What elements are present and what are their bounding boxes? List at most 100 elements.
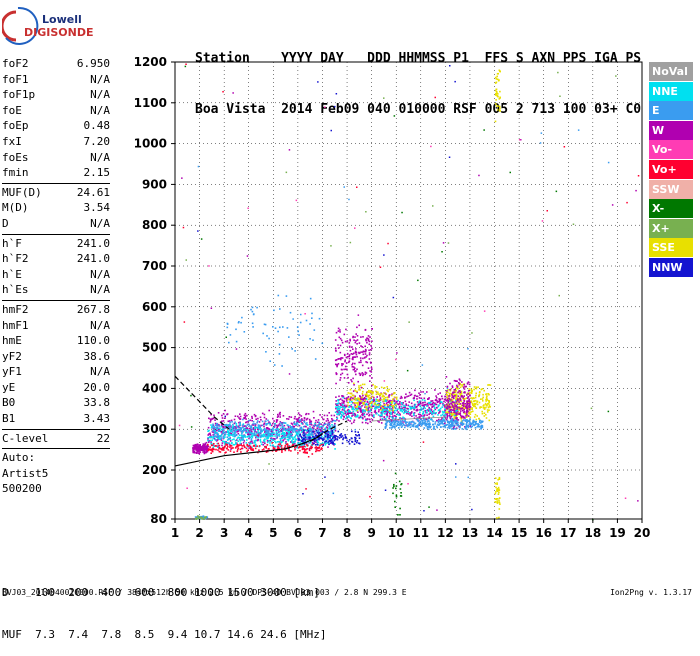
- echo-point: [419, 405, 421, 407]
- echo-point: [286, 418, 288, 420]
- echo-point: [400, 421, 402, 423]
- echo-point: [453, 408, 455, 410]
- echo-point: [245, 425, 247, 428]
- echo-point: [401, 425, 404, 427]
- x-tick-label: 12: [437, 526, 454, 540]
- echo-point: [487, 393, 490, 395]
- echo-point: [252, 448, 254, 450]
- echo-point: [336, 406, 338, 408]
- echo-point: [489, 406, 491, 408]
- echo-point: [395, 416, 397, 418]
- echo-point: [351, 366, 354, 368]
- echo-point: [292, 438, 295, 440]
- echo-point: [485, 393, 488, 395]
- echo-point: [341, 395, 344, 398]
- echo-point: [383, 400, 385, 402]
- echo-point: [386, 408, 388, 410]
- echo-point: [478, 425, 480, 428]
- echo-point: [340, 416, 342, 418]
- echo-point: [454, 401, 456, 404]
- echo-point: [243, 435, 245, 438]
- echo-point: [341, 415, 343, 417]
- echo-point: [290, 450, 292, 452]
- echo-point: [296, 420, 299, 422]
- echo-point: [197, 515, 199, 517]
- echo-point: [324, 442, 327, 445]
- echo-point: [333, 428, 335, 431]
- echo-point: [352, 356, 354, 359]
- echo-point: [338, 420, 340, 422]
- echo-point: [335, 382, 337, 385]
- echo-point: [232, 423, 234, 426]
- echo-point: [199, 446, 201, 448]
- echo-point: [306, 444, 308, 446]
- noise-point: [446, 387, 449, 390]
- echo-point: [498, 98, 501, 100]
- echo-point: [230, 430, 232, 433]
- echo-point: [339, 398, 342, 400]
- echo-point: [282, 439, 285, 441]
- echo-point: [430, 411, 433, 413]
- echo-point: [341, 408, 344, 411]
- echo-point: [467, 405, 469, 407]
- echo-point: [195, 449, 197, 451]
- echo-point: [297, 437, 299, 440]
- plot-frame: [174, 61, 643, 520]
- echo-point: [444, 411, 446, 414]
- echo-point: [226, 323, 229, 325]
- echo-point: [467, 381, 470, 383]
- echo-point: [487, 403, 489, 405]
- echo-point: [356, 343, 358, 345]
- echo-point: [348, 357, 351, 360]
- echo-point: [266, 438, 268, 440]
- noise-point: [483, 129, 485, 131]
- echo-point: [265, 351, 267, 353]
- echo-point: [392, 405, 394, 408]
- echo-point: [426, 425, 429, 428]
- echo-point: [301, 418, 303, 420]
- echo-point: [388, 400, 390, 403]
- echo-point: [266, 335, 268, 337]
- echo-point: [356, 335, 359, 337]
- echo-point: [330, 440, 333, 442]
- echo-point: [354, 395, 356, 398]
- echo-point: [323, 414, 326, 417]
- echo-point: [390, 403, 393, 405]
- echo-point: [458, 412, 460, 414]
- echo-point: [379, 405, 382, 407]
- echo-point: [316, 441, 319, 443]
- echo-point: [366, 413, 368, 416]
- echo-point: [316, 435, 318, 437]
- echo-point: [459, 413, 461, 415]
- echo-point: [435, 425, 438, 428]
- echo-point: [352, 413, 355, 416]
- y-tick-label: 1200: [134, 55, 167, 69]
- echo-point: [461, 423, 463, 425]
- echo-point: [218, 450, 221, 453]
- echo-point: [456, 397, 458, 400]
- echo-point: [426, 410, 428, 412]
- echo-point: [494, 501, 497, 503]
- echo-point: [407, 425, 409, 428]
- echo-point: [287, 427, 290, 429]
- echo-point: [229, 437, 231, 439]
- echo-point: [437, 393, 439, 395]
- echo-point: [298, 428, 300, 431]
- echo-point: [237, 432, 240, 435]
- x-tick-label: 17: [560, 526, 577, 540]
- echo-point: [394, 411, 396, 414]
- echo-point: [365, 394, 367, 397]
- noise-point: [197, 230, 199, 232]
- echo-point: [394, 420, 397, 422]
- echo-point: [468, 398, 470, 401]
- param-row-foF2: foF2 6.950: [2, 57, 110, 70]
- echo-point: [343, 413, 345, 415]
- echo-point: [238, 421, 240, 424]
- echo-point: [427, 405, 429, 407]
- echo-point: [457, 395, 460, 397]
- echo-point: [423, 415, 425, 417]
- echo-point: [202, 449, 204, 451]
- echo-point: [456, 409, 459, 412]
- echo-point: [301, 439, 304, 442]
- echo-point: [469, 403, 471, 405]
